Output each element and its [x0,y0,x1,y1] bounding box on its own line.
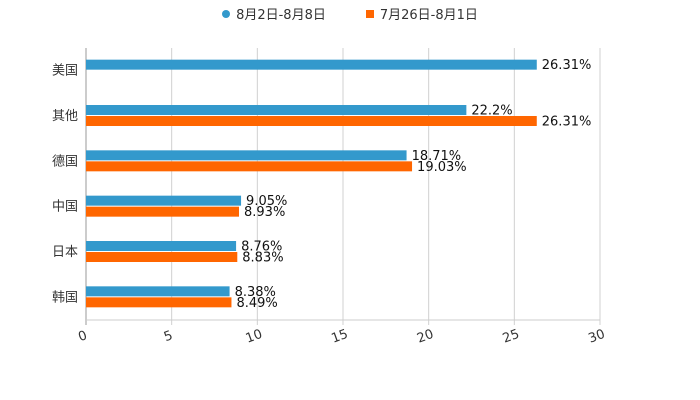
x-tick-label: 20 [415,327,436,347]
bar [86,286,230,297]
x-tick-label: 15 [329,327,350,347]
x-tick-label: 25 [501,327,522,347]
legend: 8月2日-8月8日 7月26日-8月1日 [0,4,700,23]
category-label: 中国 [52,200,78,215]
bar [86,241,237,251]
data-label: 26.31% [542,58,592,73]
legend-item-series-1[interactable]: 8月2日-8月8日 [222,4,326,23]
bar [86,150,407,161]
category-label: 日本 [52,245,78,260]
data-label: 19.03% [417,160,467,175]
data-label: 8.93% [244,205,285,220]
category-label: 韩国 [52,290,78,305]
bar [86,252,238,262]
x-tick-label: 0 [76,328,89,345]
data-label: 8.76% [241,240,282,255]
data-label: 9.05% [246,194,287,209]
legend-swatch-square-icon [365,9,374,18]
bar [86,206,240,217]
x-tick-label: 5 [162,328,175,345]
bar [86,297,232,308]
bar [86,161,413,172]
data-label: 8.38% [235,285,276,300]
category-label: 德国 [52,154,78,169]
legend-swatch-circle-icon [222,9,231,18]
bar [86,195,242,206]
bar [86,105,467,115]
data-label: 8.83% [242,251,283,266]
data-label: 26.31% [542,115,592,130]
category-label: 其他 [52,109,78,124]
data-label: 8.49% [236,296,277,311]
legend-label-series-2: 7月26日-8月1日 [379,8,478,23]
legend-label-series-1: 8月2日-8月8日 [236,8,326,23]
x-tick-label: 30 [586,327,607,347]
data-label: 18.71% [412,149,462,164]
x-tick-label: 10 [244,327,265,347]
bar [86,59,537,70]
category-label: 美国 [52,64,78,79]
data-label: 22.2% [471,104,512,119]
bar [86,116,537,126]
legend-item-series-2[interactable]: 7月26日-8月1日 [365,4,478,23]
